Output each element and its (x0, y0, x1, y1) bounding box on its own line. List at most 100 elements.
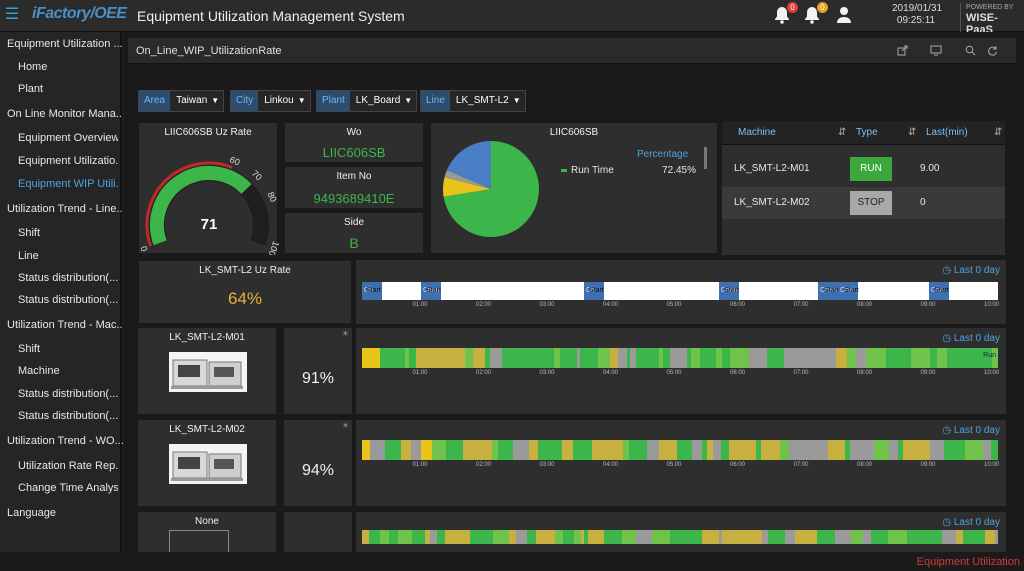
status-segment (702, 530, 719, 544)
status-segment (894, 348, 911, 368)
last-day-link[interactable]: ◷ Last 0 day (942, 265, 1000, 276)
col-last-min[interactable]: Last(min) (926, 127, 968, 138)
notification-bell-icon[interactable]: 0 (804, 2, 828, 24)
status-segment (649, 348, 659, 368)
line-filter[interactable]: Line LK_SMT-L2 ▼ (420, 90, 526, 112)
status-segment (453, 440, 456, 460)
status-segment (473, 440, 492, 460)
alarm-bell-icon[interactable]: 0 (774, 2, 798, 24)
pie-slice-2[interactable] (444, 170, 492, 189)
run-label: Run (983, 352, 996, 359)
status-segment (580, 348, 598, 368)
status-segment (598, 348, 610, 368)
pie-slice-0[interactable] (443, 141, 539, 237)
zoom-icon[interactable] (964, 45, 976, 57)
sidebar-item[interactable]: Change Time Analysis (18, 482, 118, 494)
plant-filter-value: LK_Board (349, 91, 405, 111)
sidebar-item[interactable]: Equipment Utilizatio... (18, 155, 118, 167)
status-strip (362, 530, 998, 544)
sidebar-item[interactable]: Shift (18, 227, 41, 239)
machine-pct-none (284, 512, 352, 552)
status-segment (430, 530, 437, 544)
city-filter[interactable]: City Linkou ▼ (230, 90, 311, 112)
time-tick: 06:00 (729, 302, 746, 308)
time-tick: 06:00 (729, 370, 746, 376)
status-segment (877, 440, 889, 460)
line-uz-value: 64% (227, 289, 263, 308)
wo-start-segment: Start (724, 287, 739, 294)
sidebar-item[interactable]: Equipment Overview (18, 132, 118, 144)
status-segment (670, 530, 687, 544)
wo-start-segment: Start (824, 287, 839, 294)
sidebar-item[interactable]: Status distribution(... (18, 294, 118, 306)
user-icon[interactable] (836, 6, 852, 24)
export-icon[interactable] (896, 45, 908, 57)
display-icon[interactable] (930, 45, 942, 57)
gauge-tick-0: 0 (139, 245, 150, 253)
sidebar-item[interactable]: Machine (18, 365, 60, 377)
status-segment (707, 440, 713, 460)
legend-scrollbar[interactable] (704, 147, 707, 169)
sidebar-item[interactable]: Utilization Trend - Mac... (7, 319, 123, 331)
status-segment (671, 440, 677, 460)
sidebar-item[interactable]: Language (7, 507, 56, 519)
sidebar-item[interactable]: Equipment Utilization ... (7, 38, 123, 50)
last-day-link[interactable]: ◷ Last 0 day (942, 333, 1000, 344)
status-segment (784, 348, 797, 368)
sidebar-item[interactable]: Status distribution(... (18, 272, 118, 284)
last-day-label: Last 0 day (953, 425, 1000, 436)
status-segment (741, 440, 756, 460)
sort-icon[interactable]: ⇵ (908, 127, 917, 138)
item-no-label: Item No (336, 171, 372, 182)
sidebar-item[interactable]: Line (18, 250, 39, 262)
plant-filter[interactable]: Plant LK_Board ▼ (316, 90, 418, 112)
status-segment (931, 530, 942, 544)
pie-slice-1[interactable] (442, 177, 491, 197)
table-row[interactable]: LK_SMT-L2-M01 RUN 9.00 (722, 153, 1005, 185)
status-segment (702, 440, 707, 460)
status-segment (687, 348, 691, 368)
table-row[interactable]: LK_SMT-L2-M02 STOP 0 (722, 187, 1005, 219)
sidebar-item[interactable]: Shift (18, 343, 41, 355)
status-segment (957, 440, 965, 460)
machine-card-none[interactable]: None (138, 512, 276, 552)
sidebar-item[interactable]: Utilization Trend - Line... (7, 203, 123, 215)
time-tick: 01:00 (412, 302, 428, 308)
wo-value: LIIC606SB (322, 145, 386, 160)
sidebar-item[interactable]: Status distribution(... (18, 410, 118, 422)
status-strip (362, 440, 998, 460)
sidebar-item[interactable]: Plant (18, 83, 44, 95)
sidebar-item[interactable]: Status distribution(... (18, 388, 118, 400)
sidebar-item[interactable]: Utilization Trend - WO... (7, 435, 123, 447)
status-segment (592, 440, 605, 460)
sidebar-item[interactable]: Equipment WIP Utili... (18, 178, 118, 190)
city-filter-label: City (231, 91, 259, 111)
line-uz-title: LK_SMT-L2 Uz Rate (199, 265, 291, 276)
status-segment (911, 348, 930, 368)
sort-icon[interactable]: ⇵ (994, 127, 1003, 138)
pie-slice-3[interactable] (446, 141, 491, 189)
status-segment (604, 530, 622, 544)
sidebar-item[interactable]: Home (18, 61, 48, 73)
status-segment (828, 440, 845, 460)
last-day-link[interactable]: ◷ Last 0 day (942, 425, 1000, 436)
machine-card-m01[interactable]: LK_SMT-L2-M01 (138, 328, 276, 414)
refresh-icon[interactable] (986, 45, 998, 57)
status-segment (713, 440, 721, 460)
sidebar-item[interactable]: On Line Monitor Mana... (7, 108, 123, 120)
status-segment (930, 348, 937, 368)
status-segment (871, 530, 882, 544)
last-day-link[interactable]: ◷ Last 0 day (942, 517, 1000, 528)
machine-card-m02[interactable]: LK_SMT-L2-M02 (138, 420, 276, 506)
area-filter[interactable]: Area Taiwan ▼ (138, 90, 225, 112)
col-machine[interactable]: Machine (738, 127, 776, 138)
hamburger-menu-icon[interactable]: ☰ (4, 6, 20, 23)
col-type[interactable]: Type (856, 127, 878, 138)
sort-icon[interactable]: ⇵ (838, 127, 847, 138)
status-segment (409, 348, 416, 368)
sidebar-item[interactable]: Utilization Rate Rep... (18, 460, 118, 472)
status-segment (588, 530, 604, 544)
status-segment (947, 348, 966, 368)
status-segment (907, 530, 918, 544)
time-tick: 04:00 (602, 462, 619, 468)
